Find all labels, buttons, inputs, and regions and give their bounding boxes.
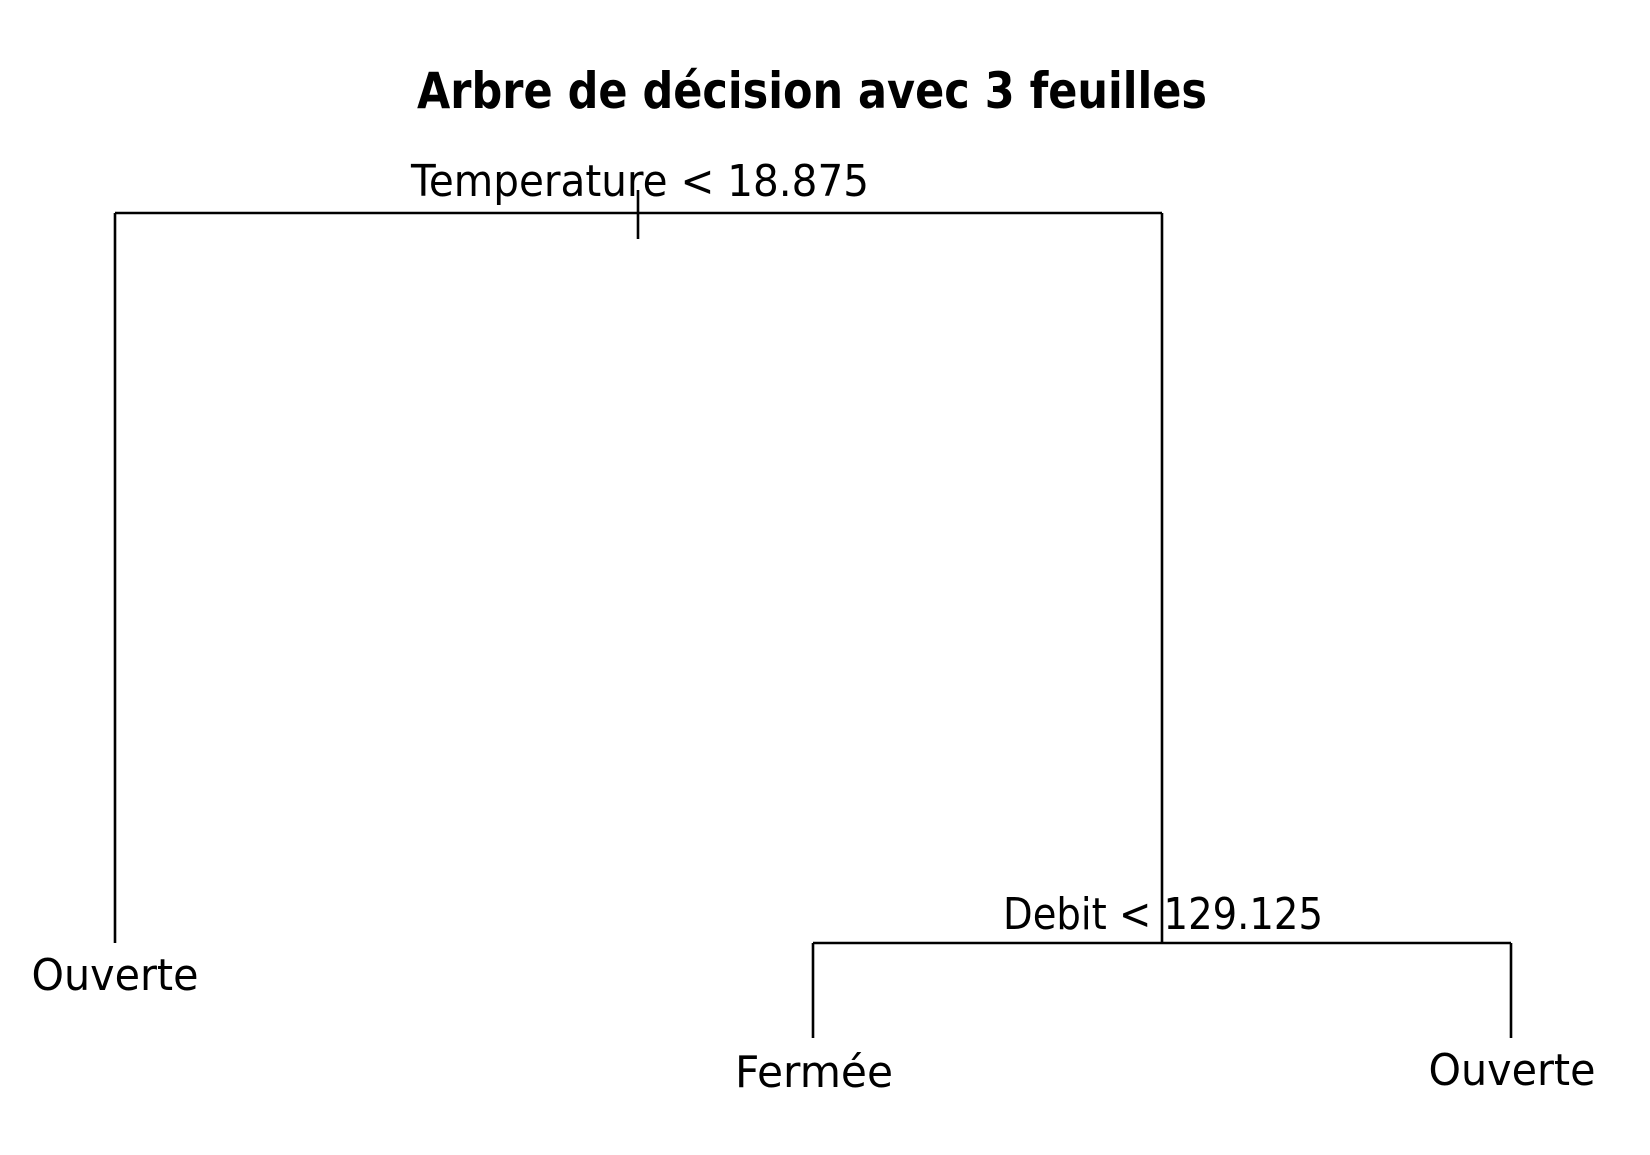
right-split-label: Debit < 129.125 <box>1003 889 1323 940</box>
left-leaf-label: Ouverte <box>32 950 199 1001</box>
diagram-title: Arbre de décision avec 3 feuilles <box>417 62 1207 120</box>
right-right-leaf-label: Ouverte <box>1429 1045 1596 1096</box>
root-split-label: Temperature < 18.875 <box>410 156 869 207</box>
right-left-leaf-label: Fermée <box>735 1047 893 1098</box>
